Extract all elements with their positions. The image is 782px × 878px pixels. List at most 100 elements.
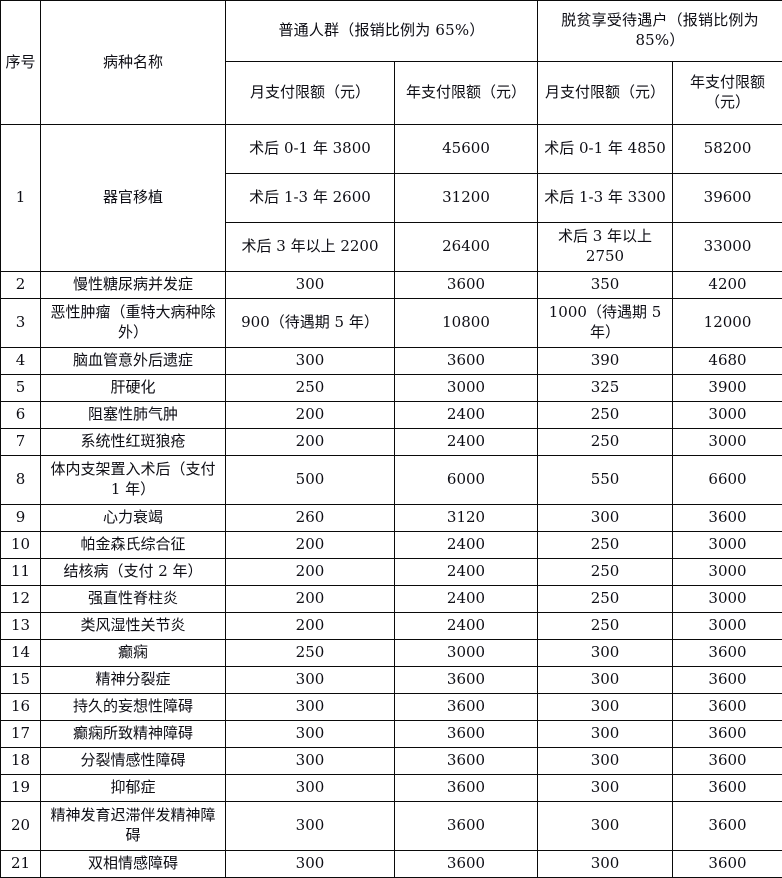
- disease-name-cell: 精神分裂症: [41, 667, 226, 694]
- poverty-yearly-limit-cell: 3600: [673, 775, 782, 802]
- poverty-monthly-limit-cell: 300: [538, 721, 673, 748]
- poverty-yearly-limit-cell: 3000: [673, 586, 782, 613]
- general-yearly-limit-cell: 2400: [395, 402, 538, 429]
- row-index-cell: 1: [1, 125, 41, 272]
- poverty-monthly-limit-cell: 300: [538, 667, 673, 694]
- general-yearly-limit-cell: 2400: [395, 586, 538, 613]
- general-yearly-limit-cell: 3600: [395, 775, 538, 802]
- disease-name-cell: 精神发育迟滞伴发精神障碍: [41, 802, 226, 851]
- column-header-poverty-yearly-limit: 年支付限额（元）: [673, 62, 782, 125]
- poverty-monthly-limit-cell: 术后 1-3 年 3300: [538, 174, 673, 223]
- disease-name-cell: 持久的妄想性障碍: [41, 694, 226, 721]
- general-monthly-limit-cell: 200: [226, 532, 395, 559]
- poverty-yearly-limit-cell: 3000: [673, 532, 782, 559]
- general-yearly-limit-cell: 3600: [395, 802, 538, 851]
- general-yearly-limit-cell: 3600: [395, 748, 538, 775]
- general-yearly-limit-cell: 3600: [395, 721, 538, 748]
- column-group-poverty-alleviation-household: 脱贫享受待遇户（报销比例为 85%）: [538, 1, 782, 62]
- poverty-yearly-limit-cell: 3000: [673, 429, 782, 456]
- general-monthly-limit-cell: 250: [226, 375, 395, 402]
- general-monthly-limit-cell: 术后 3 年以上 2200: [226, 223, 395, 272]
- poverty-yearly-limit-cell: 3600: [673, 640, 782, 667]
- general-monthly-limit-cell: 260: [226, 505, 395, 532]
- general-yearly-limit-cell: 3000: [395, 375, 538, 402]
- general-monthly-limit-cell: 300: [226, 348, 395, 375]
- poverty-yearly-limit-cell: 58200: [673, 125, 782, 174]
- general-monthly-limit-cell: 术后 1-3 年 2600: [226, 174, 395, 223]
- column-header-poverty-monthly-limit: 月支付限额（元）: [538, 62, 673, 125]
- poverty-monthly-limit-cell: 术后 0-1 年 4850: [538, 125, 673, 174]
- poverty-yearly-limit-cell: 3600: [673, 694, 782, 721]
- row-index-cell: 6: [1, 402, 41, 429]
- poverty-yearly-limit-cell: 4680: [673, 348, 782, 375]
- poverty-yearly-limit-cell: 3600: [673, 667, 782, 694]
- disease-name-cell: 分裂情感性障碍: [41, 748, 226, 775]
- general-yearly-limit-cell: 2400: [395, 559, 538, 586]
- row-index-cell: 11: [1, 559, 41, 586]
- column-header-index: 序号: [1, 1, 41, 125]
- disease-name-cell: 系统性红斑狼疮: [41, 429, 226, 456]
- header-group-row: 序号 病种名称 普通人群（报销比例为 65%） 脱贫享受待遇户（报销比例为 85…: [1, 1, 782, 62]
- disease-name-cell: 双相情感障碍: [41, 851, 226, 878]
- general-monthly-limit-cell: 200: [226, 429, 395, 456]
- general-yearly-limit-cell: 26400: [395, 223, 538, 272]
- general-yearly-limit-cell: 3600: [395, 694, 538, 721]
- poverty-yearly-limit-cell: 3600: [673, 851, 782, 878]
- row-index-cell: 10: [1, 532, 41, 559]
- poverty-monthly-limit-cell: 250: [538, 613, 673, 640]
- row-index-cell: 16: [1, 694, 41, 721]
- row-index-cell: 2: [1, 272, 41, 299]
- poverty-yearly-limit-cell: 4200: [673, 272, 782, 299]
- general-yearly-limit-cell: 45600: [395, 125, 538, 174]
- poverty-yearly-limit-cell: 3600: [673, 721, 782, 748]
- column-header-general-yearly-limit: 年支付限额（元）: [395, 62, 538, 125]
- general-monthly-limit-cell: 300: [226, 721, 395, 748]
- poverty-monthly-limit-cell: 300: [538, 640, 673, 667]
- row-index-cell: 13: [1, 613, 41, 640]
- row-index-cell: 21: [1, 851, 41, 878]
- general-monthly-limit-cell: 200: [226, 402, 395, 429]
- column-header-general-monthly-limit: 月支付限额（元）: [226, 62, 395, 125]
- general-yearly-limit-cell: 3600: [395, 667, 538, 694]
- general-monthly-limit-cell: 900（待遇期 5 年）: [226, 299, 395, 348]
- poverty-monthly-limit-cell: 300: [538, 694, 673, 721]
- poverty-yearly-limit-cell: 3000: [673, 613, 782, 640]
- disease-name-cell: 强直性脊柱炎: [41, 586, 226, 613]
- general-yearly-limit-cell: 2400: [395, 613, 538, 640]
- poverty-monthly-limit-cell: 300: [538, 775, 673, 802]
- poverty-monthly-limit-cell: 250: [538, 586, 673, 613]
- general-yearly-limit-cell: 3120: [395, 505, 538, 532]
- general-monthly-limit-cell: 术后 0-1 年 3800: [226, 125, 395, 174]
- disease-name-cell: 抑郁症: [41, 775, 226, 802]
- row-index-cell: 20: [1, 802, 41, 851]
- disease-name-cell: 结核病（支付 2 年）: [41, 559, 226, 586]
- poverty-monthly-limit-cell: 325: [538, 375, 673, 402]
- poverty-monthly-limit-cell: 550: [538, 456, 673, 505]
- disease-name-cell: 类风湿性关节炎: [41, 613, 226, 640]
- disease-name-cell: 慢性糖尿病并发症: [41, 272, 226, 299]
- general-yearly-limit-cell: 10800: [395, 299, 538, 348]
- disease-name-cell: 体内支架置入术后（支付 1 年）: [41, 456, 226, 505]
- row-index-cell: 17: [1, 721, 41, 748]
- disease-name-cell: 器官移植: [41, 125, 226, 272]
- general-monthly-limit-cell: 300: [226, 748, 395, 775]
- row-index-cell: 4: [1, 348, 41, 375]
- disease-name-cell: 阻塞性肺气肿: [41, 402, 226, 429]
- general-monthly-limit-cell: 300: [226, 802, 395, 851]
